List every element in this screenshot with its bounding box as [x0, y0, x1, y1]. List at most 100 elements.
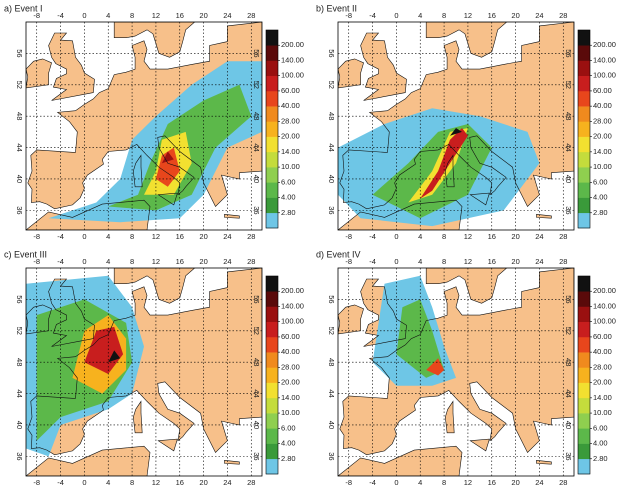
colorbar-label: 28.00	[593, 362, 612, 371]
colorbar-frame	[577, 275, 591, 475]
colorbar-band	[266, 321, 278, 338]
y-tick-label: 40	[327, 421, 336, 429]
x-tick-label: 20	[511, 257, 519, 266]
x-tick-label: 16	[176, 232, 184, 241]
colorbar-band	[266, 367, 278, 383]
colorbar-label: 4.00	[593, 439, 608, 448]
x-tick-label: 12	[152, 257, 160, 266]
x-tick-label: 24	[535, 478, 543, 487]
x-tick-label: 4	[418, 11, 422, 20]
x-tick-label: -4	[57, 232, 64, 241]
land	[224, 214, 240, 219]
colorbar-label: 200.00	[593, 286, 616, 295]
colorbar-band	[266, 60, 278, 76]
colorbar-label: 6.00	[593, 177, 608, 186]
coastline	[157, 438, 178, 452]
x-tick-label: -4	[369, 257, 376, 266]
land	[426, 22, 507, 58]
panel-title: a) Event I	[4, 3, 43, 13]
y-tick-label: 48	[327, 112, 336, 120]
x-tick-label: 0	[394, 11, 398, 20]
coastline	[26, 199, 151, 230]
colorbar-band	[266, 397, 278, 414]
x-tick-label: 20	[511, 232, 519, 241]
x-tick-label: 8	[442, 478, 446, 487]
colorbar-label: 4.00	[281, 193, 296, 202]
colorbar-band	[266, 276, 278, 292]
land	[158, 439, 178, 451]
x-tick-label: 16	[176, 478, 184, 487]
x-tick-label: 8	[130, 232, 134, 241]
x-tick-label: 24	[223, 11, 231, 20]
coastline	[469, 438, 490, 452]
x-tick-label: 8	[442, 232, 446, 241]
coastline	[338, 58, 364, 89]
colorbar-band	[266, 336, 278, 353]
colorbar-label: 2.80	[593, 454, 608, 463]
x-tick-label: 24	[223, 478, 231, 487]
x-tick-label: 4	[418, 232, 422, 241]
coastline	[444, 400, 455, 434]
map-frame	[337, 21, 575, 231]
colorbar-label: 2.80	[593, 208, 608, 217]
coastline	[338, 445, 463, 476]
x-tick-label: -4	[57, 257, 64, 266]
x-tick-label: 28	[559, 478, 567, 487]
y-tick-label: 56	[252, 295, 261, 303]
y-tick-label: 40	[252, 175, 261, 183]
colorbar-label: 60.00	[593, 86, 612, 95]
x-tick-label: 24	[535, 11, 543, 20]
colorbar-band	[266, 45, 278, 61]
x-tick-label: -4	[57, 11, 64, 20]
y-tick-label: 36	[327, 452, 336, 460]
x-tick-label: 16	[488, 257, 496, 266]
colorbar-band	[266, 428, 278, 444]
x-tick-label: -4	[57, 478, 64, 487]
colorbar-band	[578, 106, 590, 122]
y-tick-label: 36	[252, 206, 261, 214]
y-tick-label: 52	[252, 327, 261, 335]
x-tick-label: -8	[33, 232, 40, 241]
y-tick-label: 48	[15, 358, 24, 366]
panel: a) Event I-8-8-4-40044881212161620202424…	[4, 3, 304, 241]
y-tick-label: 36	[252, 452, 261, 460]
colorbar-band	[266, 106, 278, 122]
x-tick-label: 16	[488, 11, 496, 20]
y-tick-label: 40	[15, 175, 24, 183]
y-tick-label: 40	[564, 421, 573, 429]
colorbar-label: 200.00	[281, 40, 304, 49]
x-tick-label: 24	[223, 232, 231, 241]
colorbar-label: 20.00	[593, 132, 612, 141]
coastline	[444, 154, 455, 188]
x-tick-label: 12	[464, 257, 472, 266]
coastline	[26, 445, 151, 476]
colorbar-band	[578, 30, 590, 46]
colorbar-band	[578, 121, 590, 137]
y-tick-label: 36	[564, 206, 573, 214]
colorbar-label: 20.00	[281, 378, 300, 387]
x-tick-label: 4	[418, 257, 422, 266]
x-tick-label: 8	[442, 11, 446, 20]
colorbar-band	[578, 136, 590, 153]
colorbar-band	[266, 212, 278, 229]
x-tick-label: -8	[33, 11, 40, 20]
coastline	[360, 32, 407, 101]
colorbar-band	[578, 167, 590, 183]
y-tick-label: 36	[15, 452, 24, 460]
y-tick-label: 48	[564, 112, 573, 120]
colorbar-label: 6.00	[281, 423, 296, 432]
colorbar-band	[266, 458, 278, 475]
plume	[450, 128, 462, 136]
coastline	[48, 278, 95, 347]
coastline	[113, 268, 196, 304]
y-tick-label: 40	[564, 175, 573, 183]
colorbar-band	[578, 352, 590, 368]
x-tick-label: 16	[176, 11, 184, 20]
colorbar-band	[266, 443, 278, 460]
x-tick-label: 8	[130, 478, 134, 487]
panel: d) Event IV-8-8-4-4004488121216162020242…	[316, 249, 616, 487]
y-tick-label: 44	[564, 143, 573, 151]
coastline	[338, 304, 364, 335]
colorbar-band	[578, 443, 590, 460]
